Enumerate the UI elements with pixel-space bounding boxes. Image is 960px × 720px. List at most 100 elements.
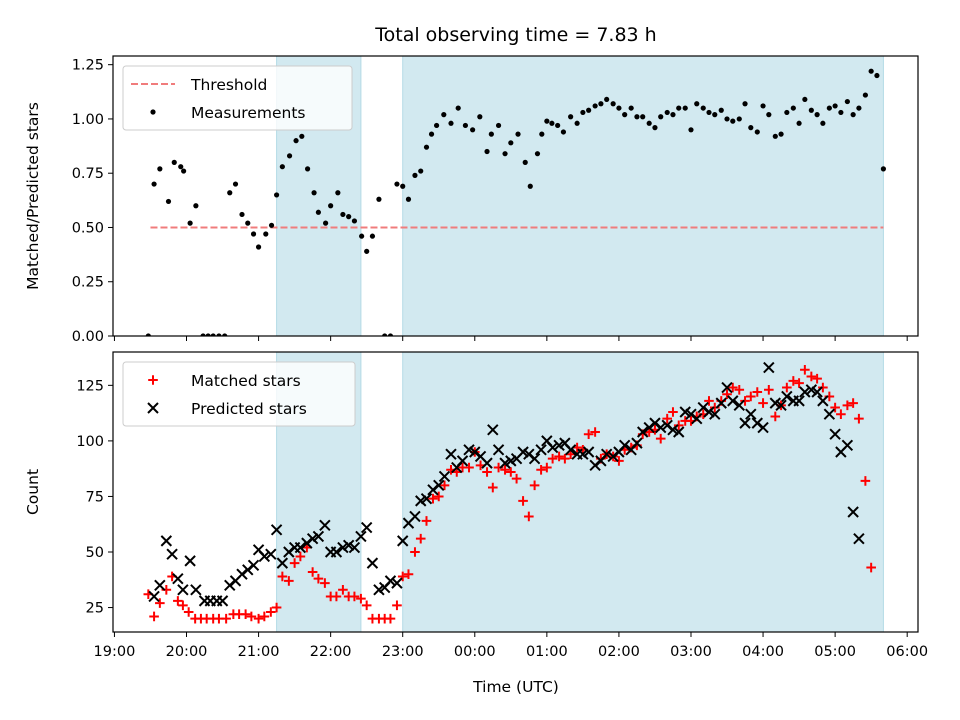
predicted-point: [216, 595, 229, 607]
measurement-point: [706, 109, 712, 116]
matched-point: [830, 402, 840, 413]
matched-point: [173, 596, 183, 606]
predicted-point: [409, 510, 421, 523]
measurement-point: [730, 118, 736, 124]
predicted-point: [433, 479, 445, 492]
x-tick-label: 20:00: [166, 644, 208, 660]
measurement-point: [555, 122, 561, 129]
measurement-point: [448, 120, 454, 126]
measurement-point: [455, 105, 461, 111]
predicted-point: [265, 548, 277, 560]
predicted-point: [330, 546, 343, 558]
predicted-point: [582, 446, 595, 458]
y-tick-label: 1.25: [72, 58, 104, 74]
predicted-point: [793, 395, 805, 407]
matched-point: [240, 609, 251, 620]
predicted-point: [366, 557, 379, 569]
measurement-point: [784, 109, 790, 116]
predicted-point: [166, 548, 178, 560]
x-tick-label: 03:00: [670, 644, 712, 660]
matched-point: [266, 607, 276, 617]
measurement-point: [145, 333, 151, 336]
y-tick-label: 100: [76, 434, 104, 450]
predicted-point: [673, 426, 685, 438]
measurement-point: [778, 131, 784, 137]
measurement-point: [760, 103, 766, 109]
matched-point: [782, 382, 792, 393]
y-tick-label: 125: [76, 378, 104, 394]
matched-point: [866, 562, 876, 573]
measurement-point: [376, 196, 382, 202]
measurement-point: [862, 92, 868, 98]
matched-point: [848, 398, 858, 408]
measurement-point: [622, 112, 628, 118]
measurement-point: [400, 183, 406, 189]
matched-point: [284, 576, 294, 586]
predicted-point: [384, 575, 397, 587]
predicted-point: [148, 590, 160, 603]
predicted-point: [721, 381, 733, 394]
matched-point: [259, 611, 270, 622]
measurement-point: [616, 105, 622, 111]
predicted-point: [348, 541, 361, 554]
x-tick-label: 06:00: [886, 644, 928, 660]
measurement-point: [736, 116, 742, 122]
matched-point: [583, 429, 594, 440]
measurement-point: [832, 103, 838, 109]
measurement-point: [216, 333, 222, 336]
measurement-point: [394, 181, 400, 187]
predicted-point: [799, 386, 811, 398]
matched-point: [547, 453, 558, 464]
y-axis-label-top: Matched/Predicted stars: [24, 102, 42, 290]
predicted-point: [564, 444, 577, 456]
predicted-point: [270, 524, 283, 536]
matched-point: [361, 600, 372, 611]
matched-point: [529, 480, 540, 491]
y-tick-label: 1.00: [72, 112, 104, 128]
matched-point: [794, 378, 804, 388]
measurement-point: [359, 233, 365, 239]
measurement-point: [157, 166, 163, 172]
predicted-point: [600, 448, 613, 460]
matched-point: [524, 511, 534, 522]
predicted-point: [757, 421, 769, 434]
predicted-point: [763, 361, 775, 374]
measurement-point: [255, 244, 262, 250]
measurement-point: [766, 112, 772, 118]
x-tick-label: 05:00: [814, 644, 856, 660]
predicted-point: [492, 444, 505, 456]
matched-point: [439, 480, 450, 491]
matched-point: [764, 384, 774, 395]
predicted-point: [247, 559, 260, 572]
predicted-point: [829, 428, 841, 440]
matched-point: [331, 591, 342, 602]
matched-point: [221, 613, 231, 624]
measurement-point: [682, 105, 688, 111]
measurement-point: [304, 166, 311, 172]
x-tick-label: 23:00: [382, 644, 424, 660]
measurement-point: [286, 153, 293, 159]
y-tick-label: 0.25: [72, 275, 104, 291]
measurement-point: [790, 105, 796, 111]
predicted-point: [691, 412, 703, 425]
measurement-point: [279, 164, 285, 170]
measurement-point: [181, 168, 187, 174]
predicted-point: [546, 441, 559, 454]
measurement-point: [580, 109, 586, 116]
measurement-point: [299, 133, 305, 139]
predicted-point: [811, 386, 823, 398]
measurement-point: [527, 183, 533, 189]
matched-point: [253, 613, 264, 624]
measurement-point: [808, 107, 814, 113]
measurement-point: [263, 231, 269, 237]
predicted-point: [823, 408, 836, 420]
measurement-point: [311, 190, 317, 196]
predicted-point: [391, 577, 403, 589]
matched-point: [800, 364, 810, 375]
measurement-point: [814, 112, 820, 118]
plot-frame: [112, 55, 919, 337]
legend-label: Threshold: [190, 76, 267, 94]
matched-point: [770, 411, 781, 422]
measurement-point: [412, 172, 418, 178]
predicted-point: [172, 572, 184, 585]
